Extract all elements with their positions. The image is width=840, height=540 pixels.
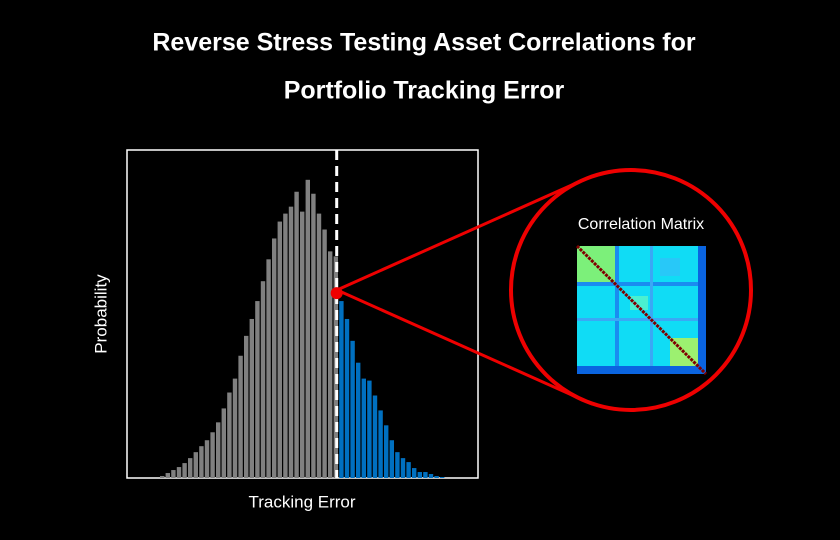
bar (244, 335, 249, 478)
bar (316, 213, 322, 478)
bar (384, 425, 389, 478)
bar (395, 452, 400, 478)
matrix-cell (650, 246, 653, 374)
bar (249, 318, 254, 478)
matrix-cell (577, 282, 706, 286)
bar (322, 229, 327, 478)
bar (199, 446, 204, 478)
bar (255, 301, 260, 478)
bar (193, 452, 198, 478)
x-axis-label: Tracking Error (248, 492, 355, 511)
matrix-cell (577, 366, 706, 374)
bar (412, 468, 417, 478)
matrix-cell (615, 246, 619, 374)
y-axis-label: Probability (91, 274, 110, 354)
bar (260, 281, 266, 478)
matrix-diagonal (575, 244, 708, 376)
bar (423, 472, 428, 478)
zoom-line (336, 174, 593, 292)
bar (389, 440, 394, 478)
bar (277, 221, 282, 478)
bar (350, 340, 355, 478)
inset-label: Correlation Matrix (578, 216, 704, 233)
bar (288, 206, 294, 478)
matrix-cell (577, 318, 706, 321)
matrix-cell (630, 296, 648, 310)
bar (356, 362, 361, 478)
bar (328, 251, 333, 478)
bar (238, 355, 243, 478)
histogram (160, 179, 445, 478)
bar (272, 238, 277, 478)
bar (216, 422, 221, 478)
bar (227, 392, 232, 478)
bar (283, 213, 288, 478)
bar (188, 458, 193, 478)
bar (372, 395, 378, 478)
bar (434, 476, 439, 478)
bar (171, 470, 176, 478)
bar (344, 318, 350, 478)
bar (232, 378, 238, 478)
bar (160, 476, 165, 478)
bar (428, 474, 434, 478)
bar (440, 477, 445, 478)
title-line: Reverse Stress Testing Asset Correlation… (152, 29, 696, 57)
bar (311, 193, 316, 478)
zoom-line (336, 288, 593, 406)
bar (221, 408, 226, 478)
bar (406, 462, 411, 478)
bar (400, 458, 406, 478)
bar (176, 467, 182, 478)
bar (300, 211, 305, 478)
correlation-matrix (575, 244, 708, 376)
bar (378, 410, 383, 478)
bar (305, 179, 310, 478)
bar (339, 301, 344, 478)
matrix-cell (698, 246, 706, 374)
title-line: Portfolio Tracking Error (284, 77, 565, 105)
bar (182, 463, 187, 478)
bar (417, 472, 422, 478)
bar (204, 440, 210, 478)
matrix-cell (660, 258, 680, 276)
bar (210, 432, 215, 478)
bar (165, 473, 170, 478)
bar (266, 259, 271, 478)
bar (367, 380, 372, 478)
bar (361, 378, 366, 478)
bar (294, 191, 299, 478)
